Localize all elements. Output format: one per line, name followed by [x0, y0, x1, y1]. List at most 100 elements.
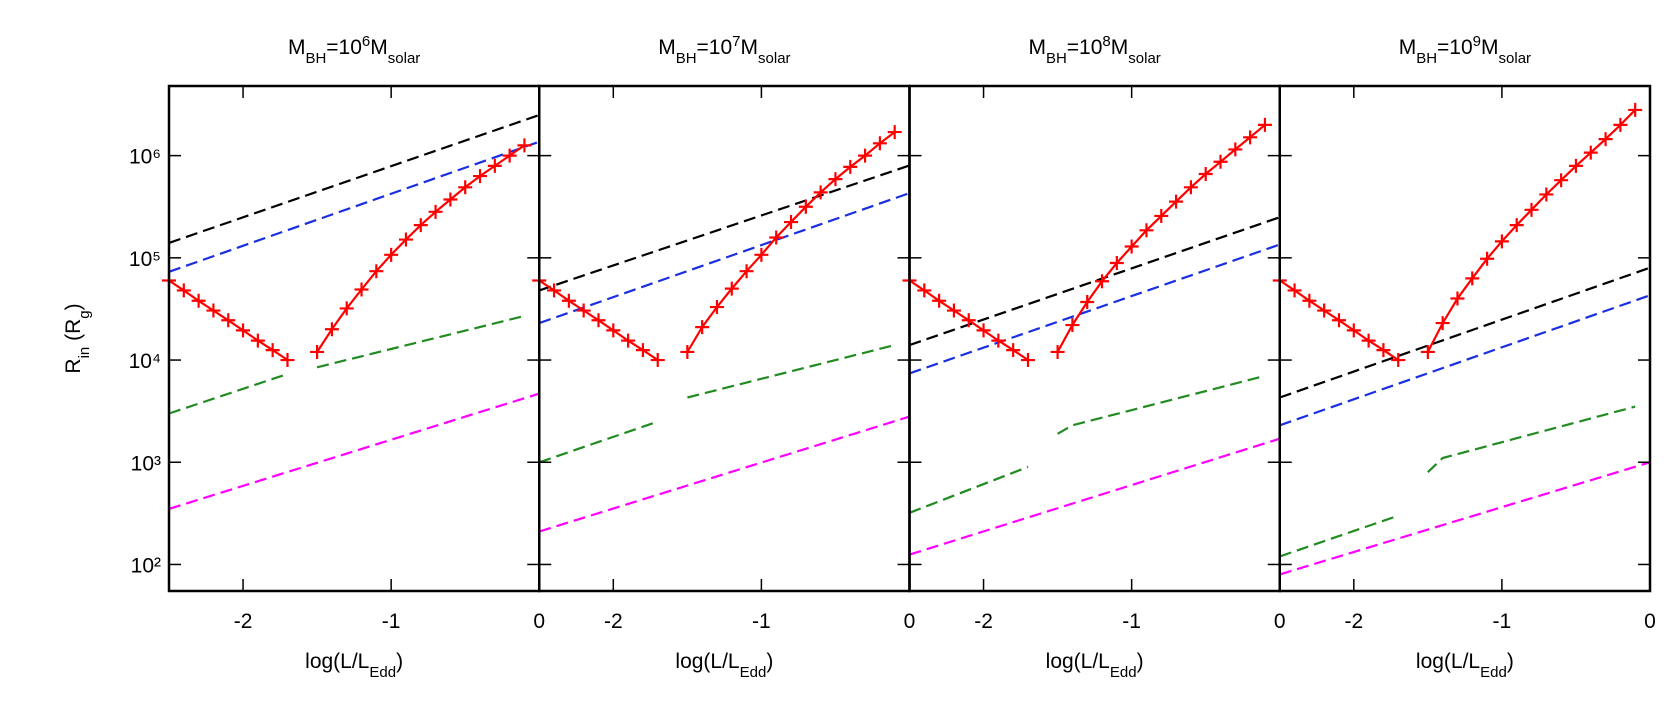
point-marker — [206, 303, 221, 318]
point-marker — [1480, 251, 1495, 266]
point-marker — [1257, 117, 1272, 132]
point-marker — [339, 301, 354, 316]
point-marker — [443, 192, 458, 207]
panel-title-part: M — [1028, 36, 1046, 59]
point-marker — [754, 247, 769, 262]
point-marker — [739, 264, 754, 279]
y-tick-label: 10² — [131, 554, 161, 577]
plot-frame — [1278, 84, 1652, 593]
x-axis-label-part: ) — [766, 650, 773, 673]
panel-title-part: BH — [1046, 50, 1067, 67]
point-marker — [1139, 223, 1154, 238]
series-line — [538, 192, 910, 325]
series-line — [909, 374, 1266, 514]
point-marker — [1494, 234, 1509, 249]
panel-title-part: solar — [1128, 50, 1161, 67]
point-marker — [265, 343, 280, 358]
y-axis-label-part: ) — [62, 303, 85, 310]
x-tick-label: 0 — [533, 610, 545, 633]
point-marker — [1213, 154, 1228, 169]
point-marker — [798, 199, 813, 214]
point-marker — [1228, 142, 1243, 157]
series-line — [1279, 405, 1636, 558]
y-tick-label: 10⁴ — [129, 350, 161, 373]
point-marker — [191, 293, 206, 308]
point-marker — [369, 264, 384, 279]
point-marker — [398, 232, 413, 247]
point-marker — [473, 169, 488, 184]
x-axis-label-part: log(L/L — [675, 650, 739, 673]
y-tick-label: 10⁶ — [129, 146, 161, 169]
point-marker — [650, 353, 665, 368]
panel-title-part: 8 — [1102, 33, 1110, 50]
y-axis-label-part: in — [76, 347, 93, 359]
point-marker — [354, 282, 369, 297]
panel-title: MBH=107Msolar — [658, 33, 790, 67]
x-tick-label: -2 — [604, 610, 623, 633]
series-line — [1279, 461, 1651, 576]
point-marker — [1020, 353, 1035, 368]
x-tick-label: -2 — [974, 610, 993, 633]
point-marker — [310, 344, 325, 359]
x-axis-label: log(L/LEdd) — [1416, 650, 1514, 681]
panel-title-part: =10 — [1067, 36, 1103, 59]
point-marker — [236, 323, 251, 338]
y-axis-label: Rin (Rg) — [62, 303, 93, 373]
point-marker — [769, 230, 784, 245]
y-axis-label-part: (R — [62, 319, 85, 347]
point-marker — [813, 185, 828, 200]
series-line — [538, 344, 895, 464]
point-marker — [428, 204, 443, 219]
point-marker — [1006, 343, 1021, 358]
point-marker — [1583, 145, 1598, 160]
point-marker — [413, 218, 428, 233]
point-marker — [221, 313, 236, 328]
point-marker — [872, 136, 887, 151]
point-marker — [576, 303, 591, 318]
x-axis-label: log(L/LEdd) — [1046, 650, 1144, 681]
panel-title-part: M — [288, 36, 306, 59]
x-axis-label-part: log(L/L — [305, 650, 369, 673]
point-marker — [1243, 130, 1258, 145]
point-marker — [1613, 117, 1628, 132]
point-marker — [176, 283, 191, 298]
x-axis-label-part: Edd — [1110, 664, 1137, 681]
point-marker — [324, 322, 339, 337]
point-marker — [635, 343, 650, 358]
series-line — [1279, 294, 1651, 427]
point-marker — [1169, 194, 1184, 209]
series-line — [909, 437, 1281, 556]
point-marker — [1065, 318, 1080, 333]
panel-title-part: M — [741, 36, 759, 59]
x-axis-label-part: log(L/L — [1046, 650, 1110, 673]
point-marker — [843, 159, 858, 174]
point-marker — [917, 283, 932, 298]
x-tick-label: 0 — [1644, 610, 1656, 633]
point-marker — [384, 247, 399, 262]
series-line — [538, 164, 910, 292]
x-axis-label-part: Edd — [369, 664, 396, 681]
panel-title-part: 9 — [1473, 33, 1481, 50]
y-tick-label: 10⁵ — [129, 248, 161, 271]
point-marker — [1598, 132, 1613, 147]
point-marker — [621, 333, 636, 348]
x-tick-label: -1 — [1493, 610, 1512, 633]
point-marker — [517, 138, 532, 153]
point-marker — [1435, 316, 1450, 331]
point-marker — [1331, 313, 1346, 328]
point-marker — [280, 353, 295, 368]
y-tick-label: 10³ — [131, 452, 161, 475]
point-marker — [1198, 167, 1213, 182]
series-line — [168, 314, 525, 415]
point-marker — [1539, 187, 1554, 202]
panel-title-part: =10 — [1437, 36, 1473, 59]
point-marker — [1302, 293, 1317, 308]
panel-title: MBH=109Msolar — [1399, 33, 1531, 67]
point-marker — [1124, 239, 1139, 254]
x-axis-label: log(L/LEdd) — [675, 650, 773, 681]
series-line — [908, 124, 1266, 361]
x-axis-label: log(L/LEdd) — [305, 650, 403, 681]
point-marker — [1450, 291, 1465, 306]
point-marker — [976, 323, 991, 338]
y-axis-label-part: R — [62, 358, 85, 373]
